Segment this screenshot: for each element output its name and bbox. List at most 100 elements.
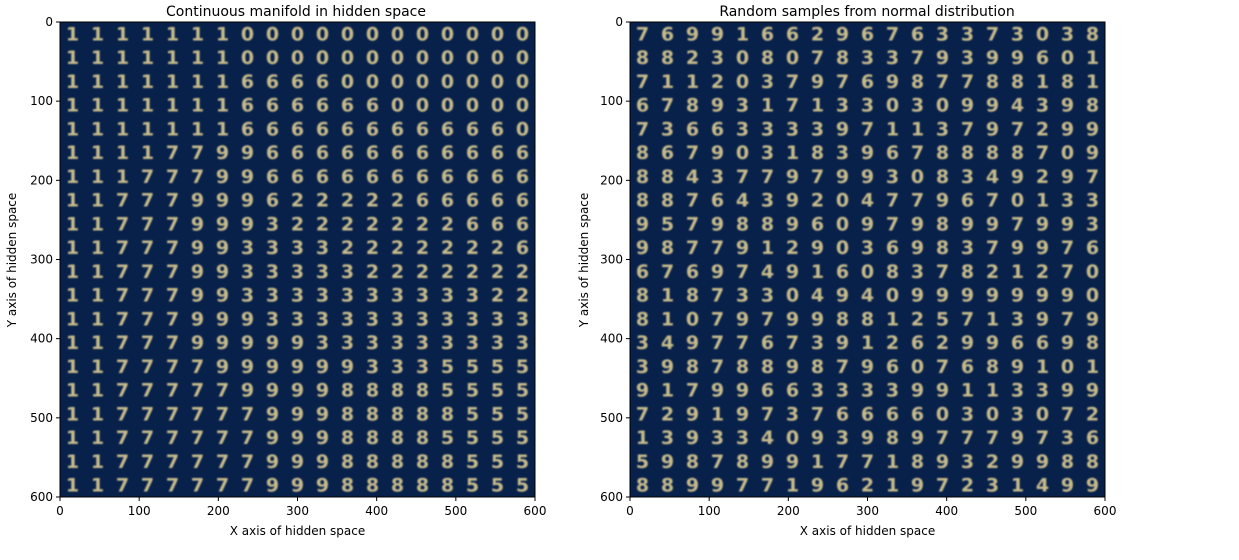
digit-tile: 5: [661, 213, 674, 235]
digit-tile: 1: [811, 451, 824, 473]
digit-tile: 1: [961, 380, 974, 402]
digit-tile: 3: [761, 190, 774, 212]
digit-tile: 2: [491, 261, 504, 283]
digit-tile: 7: [686, 237, 699, 259]
digit-tile: 2: [416, 261, 429, 283]
chart-title: Random samples from normal distribution: [719, 4, 1014, 20]
digit-tile: 3: [1061, 427, 1074, 449]
digit-tile: 9: [216, 213, 229, 235]
digit-tile: 7: [786, 332, 799, 354]
y-tick-label: 300: [30, 253, 53, 267]
digit-tile: 6: [761, 23, 774, 45]
digit-tile: 9: [1011, 427, 1024, 449]
digit-tile: 7: [711, 285, 724, 307]
digit-tile: 3: [661, 118, 674, 140]
digit-tile: 8: [661, 190, 674, 212]
digit-tile: 7: [116, 403, 129, 425]
digit-tile: 0: [391, 23, 404, 45]
digit-tile: 2: [366, 190, 379, 212]
digit-tile: 3: [391, 332, 404, 354]
digit-tile: 9: [216, 332, 229, 354]
digit-tile: 1: [91, 142, 104, 164]
digit-tile: 1: [116, 47, 129, 69]
digit-tile: 6: [366, 118, 379, 140]
digit-tile: 7: [861, 451, 874, 473]
digit-tile: 5: [441, 427, 454, 449]
digit-tile: 8: [416, 451, 429, 473]
digit-tile: 7: [141, 308, 154, 330]
digit-tile: 8: [366, 475, 379, 497]
plot-area: [60, 22, 535, 497]
digit-tile: 3: [736, 285, 749, 307]
digit-tile: 3: [1086, 190, 1099, 212]
digit-tile: 9: [636, 380, 649, 402]
digit-tile: 7: [1061, 308, 1074, 330]
digit-tile: 3: [366, 285, 379, 307]
digit-tile: 1: [66, 308, 79, 330]
digit-tile: 7: [711, 451, 724, 473]
digit-tile: 8: [1086, 332, 1099, 354]
digit-tile: 9: [216, 261, 229, 283]
digit-tile: 9: [711, 475, 724, 497]
digit-tile: 2: [516, 285, 529, 307]
digit-tile: 8: [861, 308, 874, 330]
digit-tile: 5: [636, 451, 649, 473]
digit-tile: 3: [736, 95, 749, 117]
digit-tile: 0: [786, 47, 799, 69]
digit-tile: 2: [441, 261, 454, 283]
digit-tile: 0: [316, 23, 329, 45]
digit-tile: 5: [516, 380, 529, 402]
digit-tile: 1: [66, 380, 79, 402]
digit-tile: 0: [491, 23, 504, 45]
digit-tile: 6: [1086, 427, 1099, 449]
digit-tile: 9: [686, 23, 699, 45]
digit-tile: 3: [441, 332, 454, 354]
digit-tile: 1: [986, 308, 999, 330]
digit-tile: 1: [216, 71, 229, 93]
digit-tile: 6: [391, 142, 404, 164]
digit-tile: 7: [166, 380, 179, 402]
digit-tile: 8: [341, 403, 354, 425]
digit-tile: 6: [886, 142, 899, 164]
digit-tile: 8: [1086, 95, 1099, 117]
digit-tile: 3: [341, 285, 354, 307]
digit-tile: 6: [516, 237, 529, 259]
digit-tile: 9: [711, 261, 724, 283]
digit-tile: 9: [1011, 237, 1024, 259]
digit-tile: 3: [266, 237, 279, 259]
digit-tile: 9: [986, 285, 999, 307]
digit-tile: 3: [316, 285, 329, 307]
digit-tile: 9: [761, 451, 774, 473]
digit-tile: 7: [961, 118, 974, 140]
digit-tile: 9: [861, 356, 874, 378]
digit-tile: 0: [986, 403, 999, 425]
digit-tile: 3: [366, 356, 379, 378]
digit-tile: 6: [466, 142, 479, 164]
digit-tile: 9: [711, 95, 724, 117]
digit-tile: 3: [441, 308, 454, 330]
digit-tile: 5: [516, 451, 529, 473]
digit-tile: 3: [516, 332, 529, 354]
digit-tile: 9: [316, 380, 329, 402]
digit-tile: 9: [811, 71, 824, 93]
digit-tile: 6: [786, 380, 799, 402]
digit-tile: 7: [191, 451, 204, 473]
digit-tile: 1: [91, 427, 104, 449]
digit-tile: 4: [761, 261, 774, 283]
digit-tile: 7: [241, 475, 254, 497]
digit-tile: 6: [861, 23, 874, 45]
digit-tile: 6: [416, 166, 429, 188]
digit-tile: 7: [1061, 403, 1074, 425]
digit-tile: 0: [441, 95, 454, 117]
digit-tile: 0: [1061, 142, 1074, 164]
digit-tile: 4: [686, 166, 699, 188]
digit-tile: 1: [66, 451, 79, 473]
digit-tile: 1: [66, 142, 79, 164]
digit-tile: 2: [516, 261, 529, 283]
digit-tile: 0: [291, 47, 304, 69]
digit-tile: 6: [516, 190, 529, 212]
digit-tile: 9: [266, 427, 279, 449]
digit-tile: 8: [911, 71, 924, 93]
digit-tile: 0: [366, 71, 379, 93]
digit-tile: 3: [1011, 403, 1024, 425]
